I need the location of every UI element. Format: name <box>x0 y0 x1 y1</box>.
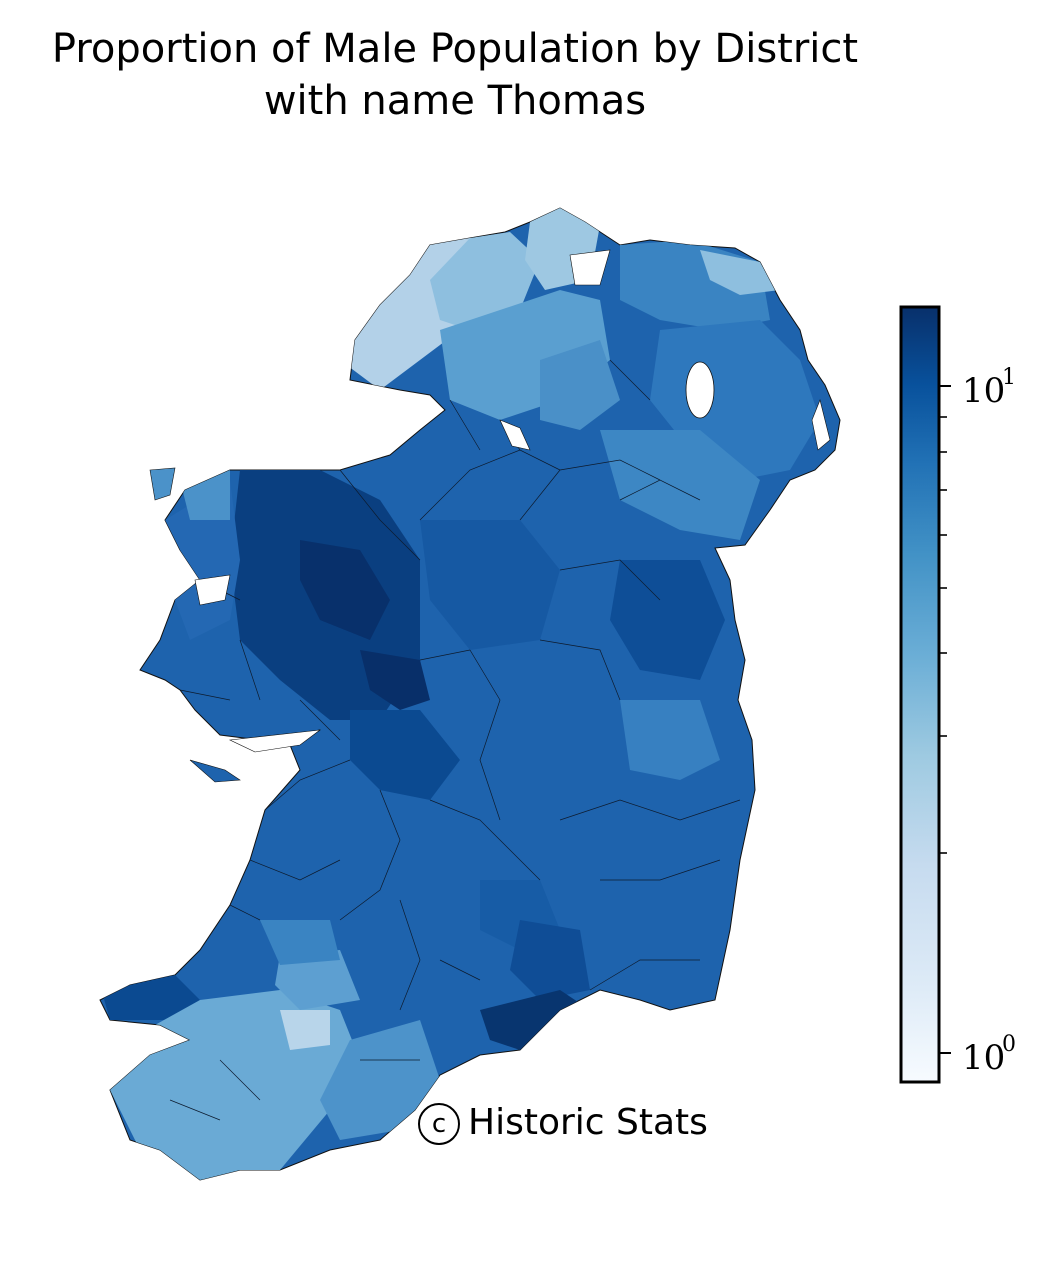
lough-neagh <box>685 361 715 419</box>
credit-text: Historic Stats <box>468 1102 708 1143</box>
region-midlands-north <box>420 520 560 650</box>
tick-label-10-base: 10 <box>962 371 1005 411</box>
achill-island <box>149 467 176 501</box>
region-donegal-east <box>430 232 540 330</box>
region-wicklow-west <box>620 700 720 780</box>
region-limerick-south <box>260 920 340 965</box>
colorbar-major-ticks <box>939 385 951 1054</box>
region-roscommon-south <box>360 650 430 710</box>
lough-foyle <box>569 249 611 286</box>
region-meath <box>610 560 725 680</box>
district-borders <box>169 359 741 1121</box>
region-tyrone-central <box>540 340 620 430</box>
region-armagh-down <box>600 430 760 540</box>
galway-bay <box>228 729 322 753</box>
region-galway-east <box>350 710 460 800</box>
tick-label-1-exp: 0 <box>1002 1032 1016 1057</box>
strangford-lough <box>811 399 831 451</box>
region-cork-east <box>320 1020 440 1140</box>
map-title-line-2: with name Thomas <box>263 78 647 124</box>
colorbar-gradient <box>899 305 941 1084</box>
region-cork-light <box>280 1010 330 1050</box>
tick-label-10-exp: 1 <box>1002 365 1016 390</box>
region-kilkenny-south <box>510 920 590 1000</box>
copyright-credit: c Historic Stats <box>418 1102 708 1145</box>
region-darkest-core <box>300 540 390 640</box>
region-antrim-coast <box>700 250 780 295</box>
aran-islands <box>189 759 241 783</box>
tick-label-1-base: 10 <box>962 1038 1005 1078</box>
lough-erne <box>499 419 531 451</box>
clew-bay <box>194 574 231 606</box>
colorbar: 10 1 10 0 <box>899 305 1016 1084</box>
region-duhallow <box>275 950 360 1010</box>
colorbar-minor-ticks <box>939 416 947 854</box>
copyright-icon: c <box>418 1103 460 1145</box>
ireland-map <box>99 207 841 1181</box>
map-title-line-1: Proportion of Male Population by Distric… <box>51 26 859 72</box>
